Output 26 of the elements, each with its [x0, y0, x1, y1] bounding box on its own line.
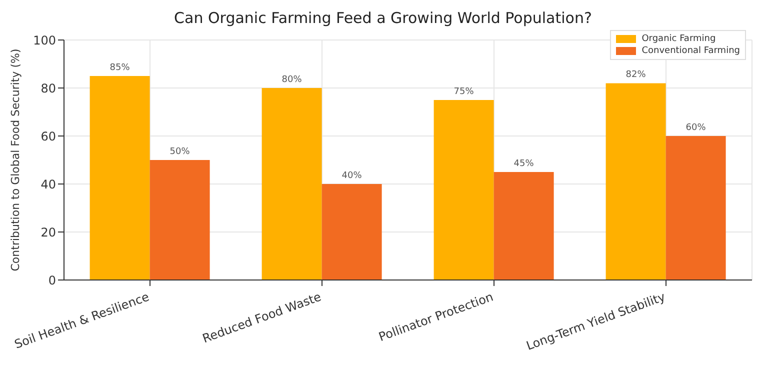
chart-title: Can Organic Farming Feed a Growing World Population?	[173, 8, 593, 28]
y-tick-label: 0	[48, 273, 56, 288]
bar	[322, 184, 382, 280]
bar	[434, 100, 494, 280]
data-label: 82%	[626, 70, 646, 80]
bar	[606, 83, 666, 280]
y-tick-label: 100	[33, 33, 56, 48]
data-label: 45%	[514, 159, 534, 169]
data-label: 75%	[454, 87, 474, 97]
y-axis-title: Contribution to Global Food Security (%)	[8, 48, 22, 272]
data-label: 40%	[342, 171, 362, 181]
data-label: 60%	[686, 123, 706, 133]
bar	[150, 160, 210, 280]
bar	[494, 172, 554, 280]
y-tick-label: 80	[40, 81, 56, 96]
legend-label: Organic Farming	[642, 34, 716, 44]
data-label: 80%	[282, 75, 302, 85]
data-label: 50%	[170, 147, 190, 157]
bar	[90, 76, 150, 280]
bar	[262, 88, 322, 280]
legend-label: Conventional Farming	[642, 46, 740, 56]
y-tick-label: 60	[40, 129, 56, 144]
bar	[666, 136, 726, 280]
data-label: 85%	[110, 63, 130, 73]
y-tick-label: 20	[40, 225, 56, 240]
y-tick-label: 40	[40, 177, 56, 192]
